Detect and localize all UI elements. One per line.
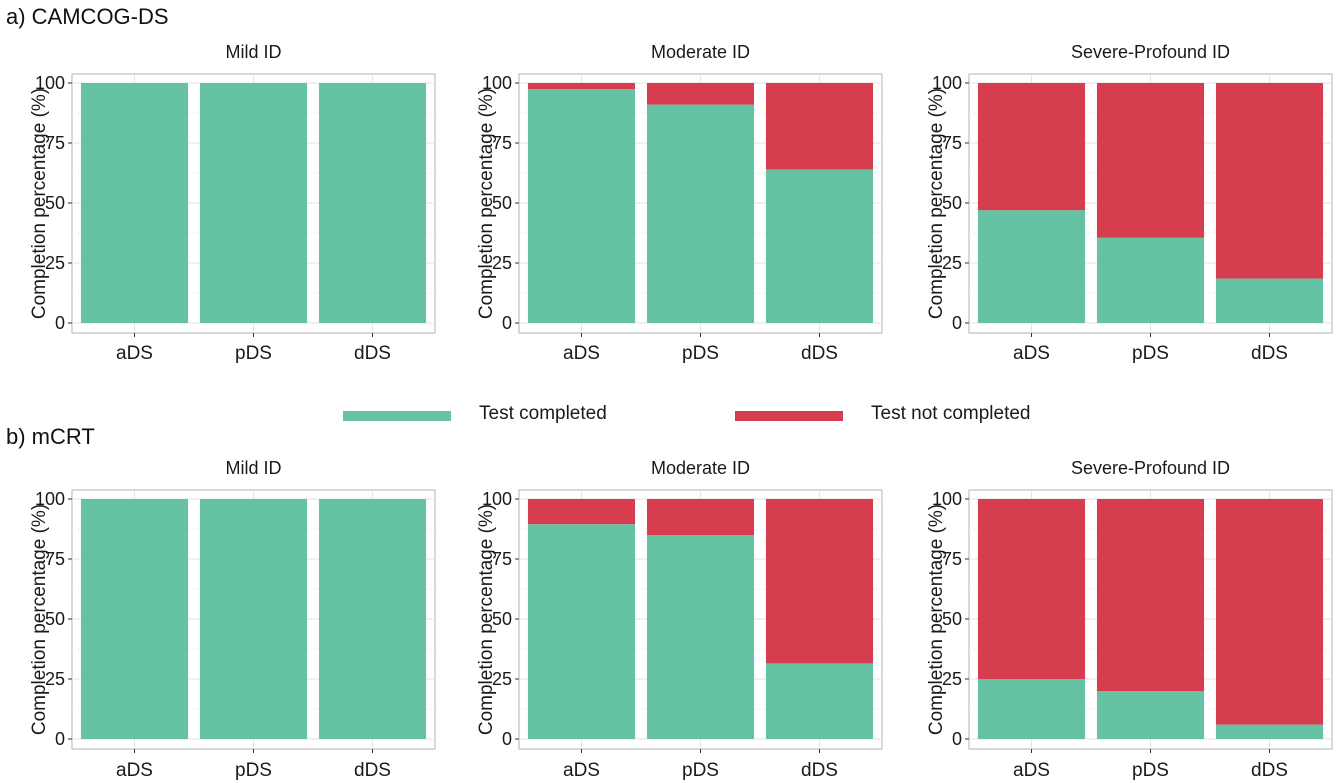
x-tick-label: dDS — [801, 760, 838, 781]
y-tick-label: 75 — [45, 133, 65, 153]
bar-completed — [765, 663, 874, 739]
x-tick-label: pDS — [235, 760, 272, 781]
y-tick-label: 100 — [482, 73, 512, 93]
panel-title: Mild ID — [225, 42, 281, 62]
bar-completed — [646, 535, 755, 739]
bar-completed — [80, 83, 189, 323]
bar-not-completed — [1096, 499, 1205, 691]
bar-not-completed — [646, 83, 755, 105]
x-tick-label: dDS — [801, 343, 838, 364]
x-tick-label: aDS — [1013, 343, 1050, 364]
y-tick-label: 50 — [942, 609, 962, 629]
legend-swatch-completed — [343, 411, 451, 421]
y-tick-label: 100 — [482, 489, 512, 509]
legend-label-completed: Test completed — [479, 403, 607, 424]
bar-not-completed — [527, 83, 636, 89]
bar-not-completed — [765, 499, 874, 664]
x-tick-label: dDS — [1251, 343, 1288, 364]
bar-completed — [1096, 691, 1205, 739]
bar-completed — [977, 679, 1086, 739]
y-tick-label: 0 — [55, 313, 65, 333]
bar-completed — [646, 104, 755, 323]
y-tick-label: 50 — [492, 609, 512, 629]
y-tick-label: 25 — [942, 253, 962, 273]
y-tick-label: 25 — [45, 669, 65, 689]
x-tick-label: dDS — [354, 760, 391, 781]
y-tick-label: 25 — [492, 669, 512, 689]
y-tick-label: 75 — [492, 133, 512, 153]
bar-not-completed — [646, 499, 755, 535]
bar-completed — [1215, 278, 1324, 323]
y-tick-label: 0 — [502, 729, 512, 749]
y-tick-label: 0 — [952, 313, 962, 333]
y-axis-label: Completion percentage (%) — [926, 88, 947, 319]
bar-completed — [527, 89, 636, 323]
bar-completed — [527, 524, 636, 739]
legend-label-not-completed: Test not completed — [871, 403, 1031, 424]
y-tick-label: 75 — [492, 549, 512, 569]
bar-not-completed — [1096, 83, 1205, 238]
y-tick-label: 0 — [55, 729, 65, 749]
y-tick-label: 50 — [45, 193, 65, 213]
panel-title: Severe-Profound ID — [1071, 42, 1230, 62]
section-title-camcog: a) CAMCOG-DS — [6, 4, 169, 29]
x-tick-label: aDS — [563, 760, 600, 781]
panel-title: Mild ID — [225, 458, 281, 478]
y-tick-label: 25 — [942, 669, 962, 689]
x-tick-label: pDS — [682, 343, 719, 364]
panel-title: Moderate ID — [651, 42, 750, 62]
y-tick-label: 100 — [932, 73, 962, 93]
y-tick-label: 100 — [932, 489, 962, 509]
y-tick-label: 100 — [35, 489, 65, 509]
panel-title: Moderate ID — [651, 458, 750, 478]
bar-completed — [318, 83, 427, 323]
bar-not-completed — [977, 499, 1086, 679]
bar-completed — [318, 499, 427, 739]
y-axis-label: Completion percentage (%) — [476, 88, 497, 319]
bar-not-completed — [1215, 83, 1324, 279]
y-axis-label: Completion percentage (%) — [926, 504, 947, 735]
bar-completed — [977, 210, 1086, 323]
y-tick-label: 75 — [45, 549, 65, 569]
y-tick-label: 75 — [942, 133, 962, 153]
x-tick-label: dDS — [354, 343, 391, 364]
x-tick-label: pDS — [235, 343, 272, 364]
y-tick-label: 0 — [952, 729, 962, 749]
bar-not-completed — [765, 83, 874, 170]
y-tick-label: 100 — [35, 73, 65, 93]
section-title-mcrt: b) mCRT — [6, 424, 95, 449]
bar-not-completed — [1215, 499, 1324, 725]
bar-completed — [1215, 724, 1324, 739]
y-tick-label: 50 — [45, 609, 65, 629]
y-tick-label: 50 — [492, 193, 512, 213]
y-tick-label: 50 — [942, 193, 962, 213]
y-tick-label: 0 — [502, 313, 512, 333]
x-tick-label: aDS — [563, 343, 600, 364]
x-tick-label: aDS — [116, 760, 153, 781]
y-tick-label: 25 — [492, 253, 512, 273]
y-tick-label: 25 — [45, 253, 65, 273]
x-tick-label: aDS — [1013, 760, 1050, 781]
bar-not-completed — [977, 83, 1086, 211]
bar-completed — [199, 83, 308, 323]
bar-completed — [1096, 237, 1205, 323]
x-tick-label: pDS — [682, 760, 719, 781]
x-tick-label: pDS — [1132, 760, 1169, 781]
x-tick-label: dDS — [1251, 760, 1288, 781]
y-tick-label: 75 — [942, 549, 962, 569]
bar-not-completed — [527, 499, 636, 525]
bar-completed — [199, 499, 308, 739]
y-axis-label: Completion percentage (%) — [29, 504, 50, 735]
y-axis-label: Completion percentage (%) — [29, 88, 50, 319]
panel-title: Severe-Profound ID — [1071, 458, 1230, 478]
bar-completed — [765, 169, 874, 323]
x-tick-label: pDS — [1132, 343, 1169, 364]
y-axis-label: Completion percentage (%) — [476, 504, 497, 735]
legend-swatch-not-completed — [735, 411, 843, 421]
bar-completed — [80, 499, 189, 739]
x-tick-label: aDS — [116, 343, 153, 364]
